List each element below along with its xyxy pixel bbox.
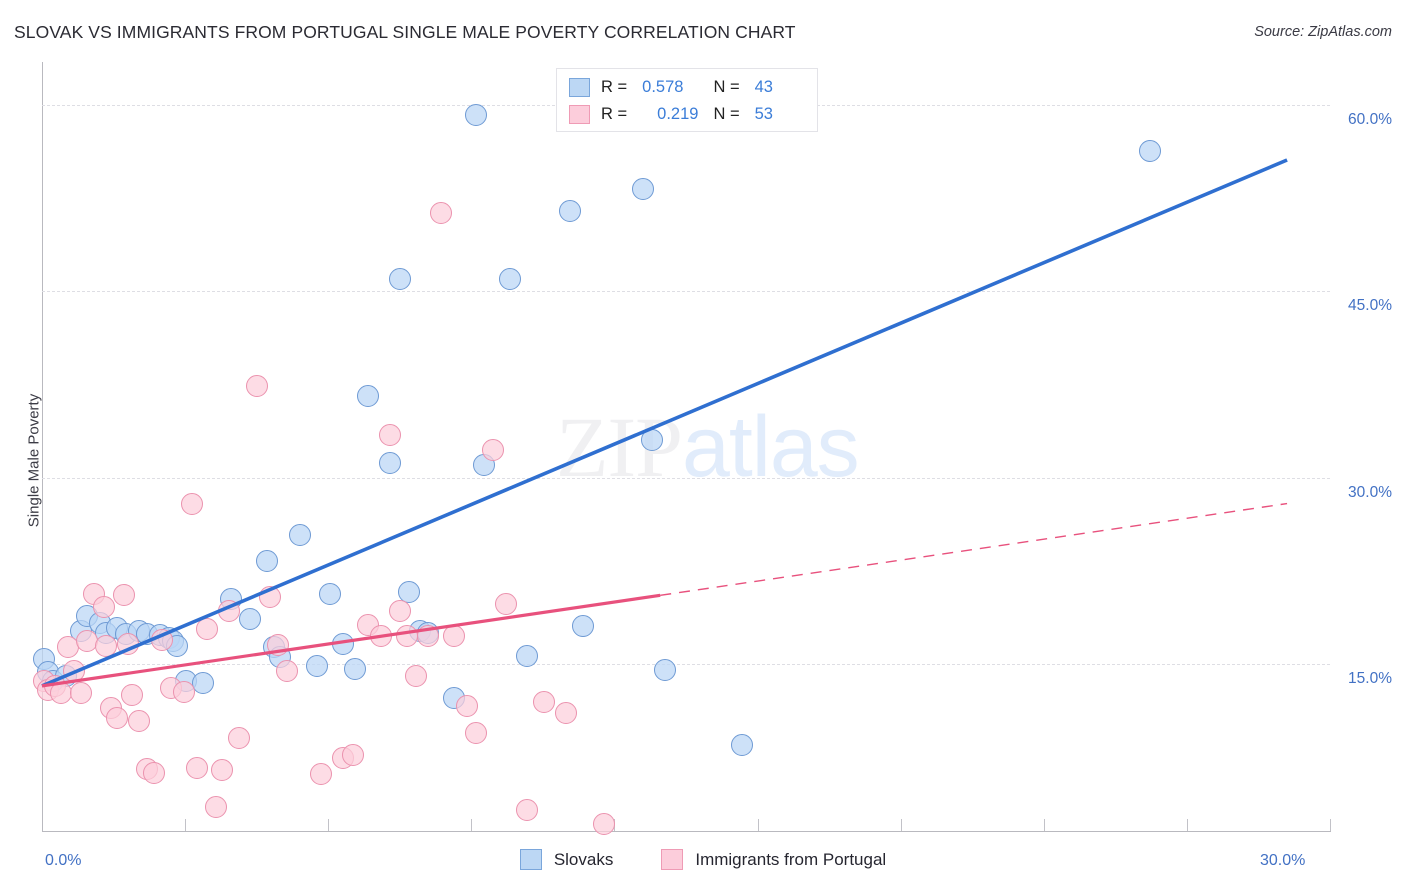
correlation-stats-legend: R = 0.578 N = 43 R = 0.219 N = 53: [556, 68, 818, 132]
scatter-point-portugal: [185, 756, 208, 779]
source-attribution: Source: ZipAtlas.com: [1254, 24, 1392, 40]
scatter-point-slovaks: [1138, 140, 1161, 163]
trend-line-portugal-dashed: [660, 502, 1288, 597]
x-axis-tick: [1186, 819, 1188, 831]
scatter-point-portugal: [112, 584, 135, 607]
n-label-slovaks: N =: [713, 78, 740, 96]
scatter-point-slovaks: [318, 583, 341, 606]
scatter-point-slovaks: [305, 655, 328, 678]
x-axis-tick: [471, 819, 473, 831]
scatter-point-slovaks: [559, 199, 582, 222]
x-axis-tick-label: 0.0%: [45, 852, 82, 869]
scatter-point-slovaks: [464, 104, 487, 127]
scatter-point-portugal: [127, 709, 150, 732]
scatter-point-slovaks: [730, 734, 753, 757]
scatter-point-portugal: [516, 798, 539, 821]
scatter-point-portugal: [389, 600, 412, 623]
scatter-point-slovaks: [653, 658, 676, 681]
scatter-point-slovaks: [398, 580, 421, 603]
scatter-point-portugal: [593, 812, 616, 835]
scatter-point-slovaks: [256, 549, 279, 572]
series-swatch-slovaks: [519, 849, 542, 870]
n-label-portugal: N =: [713, 105, 740, 123]
r-value-portugal: 0.219: [657, 105, 699, 123]
scatter-point-slovaks: [516, 645, 539, 668]
series-legend-item-portugal[interactable]: Immigrants from Portugal: [661, 849, 886, 870]
r-value-slovaks: 0.578: [642, 78, 684, 96]
scatter-point-slovaks: [378, 451, 401, 474]
scatter-point-slovaks: [192, 672, 214, 695]
scatter-point-slovaks: [498, 268, 521, 291]
page-title: SLOVAK VS IMMIGRANTS FROM PORTUGAL SINGL…: [14, 22, 796, 42]
scatter-point-portugal: [196, 617, 219, 640]
y-axis-tick-label: 45.0%: [1348, 297, 1392, 315]
scatter-point-portugal: [181, 492, 204, 515]
legend-swatch-slovaks: [569, 78, 590, 97]
legend-swatch-portugal: [569, 105, 590, 124]
scatter-point-portugal: [378, 424, 401, 447]
scatter-point-portugal: [69, 682, 92, 705]
x-axis-tick: [185, 819, 187, 831]
scatter-point-portugal: [464, 722, 487, 744]
stats-row-slovaks: R = 0.578 N = 43: [569, 74, 807, 101]
stats-row-portugal: R = 0.219 N = 53: [569, 101, 807, 128]
scatter-point-portugal: [275, 659, 298, 682]
scatter-point-portugal: [430, 202, 453, 225]
series-label-slovaks: Slovaks: [553, 849, 614, 869]
scatter-point-slovaks: [239, 607, 262, 630]
y-axis-tick-label: 30.0%: [1348, 483, 1392, 501]
gridline: [42, 663, 1330, 665]
y-axis-tick-label: 60.0%: [1348, 111, 1392, 129]
gridline: [42, 477, 1330, 479]
series-swatch-portugal: [661, 849, 684, 870]
scatter-point-portugal: [245, 374, 268, 397]
scatter-point-slovaks: [389, 268, 412, 291]
scatter-point-portugal: [554, 702, 577, 725]
scatter-point-portugal: [481, 439, 504, 462]
r-label-slovaks: R =: [601, 78, 628, 96]
x-axis-tick: [1043, 819, 1045, 831]
scatter-point-portugal: [93, 595, 116, 618]
scatter-point-portugal: [142, 761, 165, 784]
scatter-point-portugal: [211, 759, 234, 782]
gridline: [42, 291, 1330, 293]
x-axis-line: [42, 831, 1331, 832]
y-axis-line: [42, 62, 43, 831]
r-label-portugal: R =: [601, 105, 628, 123]
scatter-point-portugal: [310, 762, 333, 785]
scatter-point-portugal: [172, 681, 195, 704]
series-legend: Slovaks Immigrants from Portugal: [0, 849, 1406, 870]
x-axis-tick: [1330, 819, 1331, 831]
scatter-point-portugal: [204, 796, 227, 819]
scatter-point-portugal: [456, 694, 479, 717]
scatter-point-slovaks: [344, 657, 367, 680]
series-label-portugal: Immigrants from Portugal: [695, 849, 887, 869]
scatter-point-portugal: [228, 726, 251, 749]
scatter-point-portugal: [121, 683, 144, 706]
trend-line-portugal-solid: [41, 593, 661, 688]
scatter-point-slovaks: [571, 615, 594, 638]
n-value-portugal: 53: [754, 105, 773, 123]
scatter-point-portugal: [342, 744, 365, 767]
scatter-point-portugal: [494, 593, 517, 616]
n-value-slovaks: 43: [754, 78, 773, 96]
scatter-point-slovaks: [632, 177, 655, 200]
x-axis-tick-label: 30.0%: [1260, 852, 1306, 869]
scatter-point-slovaks: [288, 523, 311, 546]
x-axis-tick: [757, 819, 759, 831]
x-axis-tick: [328, 819, 330, 831]
series-legend-item-slovaks[interactable]: Slovaks: [519, 849, 614, 870]
scatter-point-portugal: [404, 664, 427, 687]
x-axis-tick: [900, 819, 902, 831]
y-axis-tick-label: 15.0%: [1348, 669, 1392, 687]
trend-line-slovaks: [41, 158, 1288, 688]
scatter-point-slovaks: [357, 384, 380, 407]
scatter-point-portugal: [533, 691, 556, 713]
